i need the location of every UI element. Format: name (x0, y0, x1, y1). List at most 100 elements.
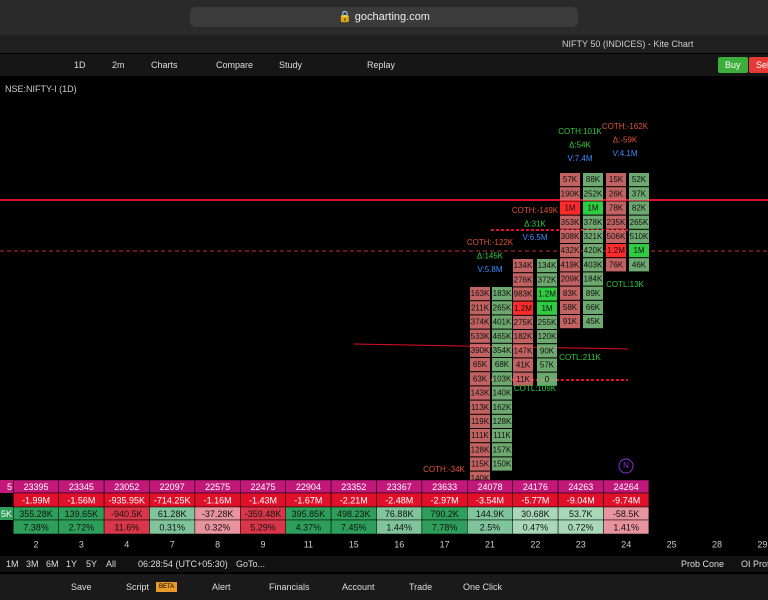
footprint-cell (537, 287, 557, 301)
footprint-value: 419K (561, 260, 580, 269)
annotation: COTL:211K (559, 353, 601, 362)
footprint-value: 420K (584, 246, 603, 255)
table-value: 53.7K (569, 509, 593, 519)
account-button[interactable]: Account (342, 582, 375, 592)
footprint-cell (560, 187, 580, 201)
footprint-value: 184K (584, 275, 603, 284)
sell-button[interactable]: Sell (749, 57, 768, 73)
footprint-cell (492, 443, 512, 457)
footprint-value: 82K (632, 204, 647, 213)
footprint-cell (470, 287, 490, 301)
footprint-value: 163K (471, 289, 490, 298)
footprint-cell (513, 358, 533, 372)
alert-button[interactable]: Alert (212, 582, 231, 592)
table-value: 790.2K (430, 509, 459, 519)
footprint-cell (492, 429, 512, 443)
buy-button[interactable]: Buy (718, 57, 748, 73)
footprint-value: 90K (540, 346, 555, 355)
footprint-cell (606, 201, 626, 215)
annotation: V:7.4M (567, 154, 592, 163)
footprint-cell (470, 457, 490, 471)
footprint-cell (537, 259, 557, 273)
footprint-cell (492, 386, 512, 400)
footprint-value: 183K (493, 289, 512, 298)
prob-cone[interactable]: Prob Cone (681, 559, 725, 569)
financials-button[interactable]: Financials (269, 582, 310, 592)
annotation: COTH:-122K (467, 238, 514, 247)
script-button[interactable]: Script (126, 582, 150, 592)
interval[interactable]: 1D (74, 60, 86, 70)
footprint-value: 83K (563, 289, 578, 298)
table-value: -2.21M (340, 495, 368, 505)
marker (618, 458, 634, 474)
table-value: 61.28K (158, 509, 187, 519)
footprint-value: 57K (540, 361, 555, 370)
table-value: 76.88K (385, 509, 414, 519)
charts-button[interactable]: Charts (151, 60, 178, 70)
x-tick-label: 15 (349, 539, 359, 549)
table-value: -37.28K (202, 509, 234, 519)
tab-title[interactable]: NIFTY 50 (INDICES) - Kite Chart (562, 39, 694, 49)
x-tick-label: 23 (576, 539, 586, 549)
study-button[interactable]: Study (279, 60, 303, 70)
footprint-cell (629, 173, 649, 187)
footprint-cell (470, 429, 490, 443)
trade-button[interactable]: Trade (409, 582, 433, 592)
footprint-cell (513, 287, 533, 301)
footprint-cell (492, 343, 512, 357)
range-button[interactable]: 3M (26, 559, 39, 569)
footprint-cell (560, 244, 580, 258)
oi-profile[interactable]: OI Profile (741, 559, 768, 569)
footprint-cell (560, 258, 580, 272)
footprint-cell (492, 457, 512, 471)
footprint-value: 506K (607, 232, 626, 241)
compare-button[interactable]: Compare (216, 60, 254, 70)
footprint-value: 140K (471, 474, 490, 483)
footprint-value: 41K (516, 361, 531, 370)
range-button[interactable]: 6M (46, 559, 59, 569)
footprint-value: 0 (545, 375, 550, 384)
annotation: COTH:-149K (512, 206, 559, 215)
x-tick-label: 25 (667, 539, 677, 549)
table-value: 0.31% (159, 522, 185, 532)
footprint-cell (492, 315, 512, 329)
table-value: -58.5K (613, 509, 640, 519)
table-value: -2.48M (385, 495, 413, 505)
footprint-value: 1.2M (538, 290, 556, 299)
range-button[interactable]: 1Y (66, 559, 78, 569)
footprint-value: 58K (563, 303, 578, 312)
table-value: 0.47% (523, 522, 549, 532)
footprint-value: 252K (584, 189, 603, 198)
goto[interactable]: GoTo... (236, 559, 266, 569)
url: gocharting.com (354, 11, 430, 23)
save-button[interactable]: Save (71, 582, 92, 592)
table-value: -1.43M (249, 495, 277, 505)
table-value: 24176 (523, 482, 548, 492)
range-button[interactable]: All (106, 559, 117, 569)
range-button[interactable]: 1M (6, 559, 19, 569)
footprint-cell (583, 173, 603, 187)
table-value: -5.77M (521, 495, 549, 505)
footprint-value: 66K (586, 303, 601, 312)
footprint-cell (583, 201, 603, 215)
annotation: Δ:54K (569, 141, 591, 150)
footprint-value: 276K (514, 275, 533, 284)
footprint-value: 1.2M (607, 246, 625, 255)
one-click-button[interactable]: One Click (463, 582, 503, 592)
table-value: 23352 (341, 482, 366, 492)
annotation: COTH:101K (558, 127, 602, 136)
replay-button[interactable]: Replay (367, 60, 396, 70)
footprint-value: 465K (493, 332, 512, 341)
table-value: 0.32% (205, 522, 231, 532)
url-bar[interactable]: 🔒 gocharting.com (190, 7, 578, 27)
footprint-value: 120K (538, 332, 557, 341)
footprint-cell (583, 300, 603, 314)
table-value: -3.54M (476, 495, 504, 505)
annotation: Δ:31K (524, 220, 546, 229)
footprint-value: 111K (493, 431, 511, 440)
footprint-cell (560, 286, 580, 300)
range-button[interactable]: 5Y (86, 559, 98, 569)
x-tick-label: 11 (304, 539, 313, 549)
timeframe[interactable]: 2m (112, 60, 125, 70)
